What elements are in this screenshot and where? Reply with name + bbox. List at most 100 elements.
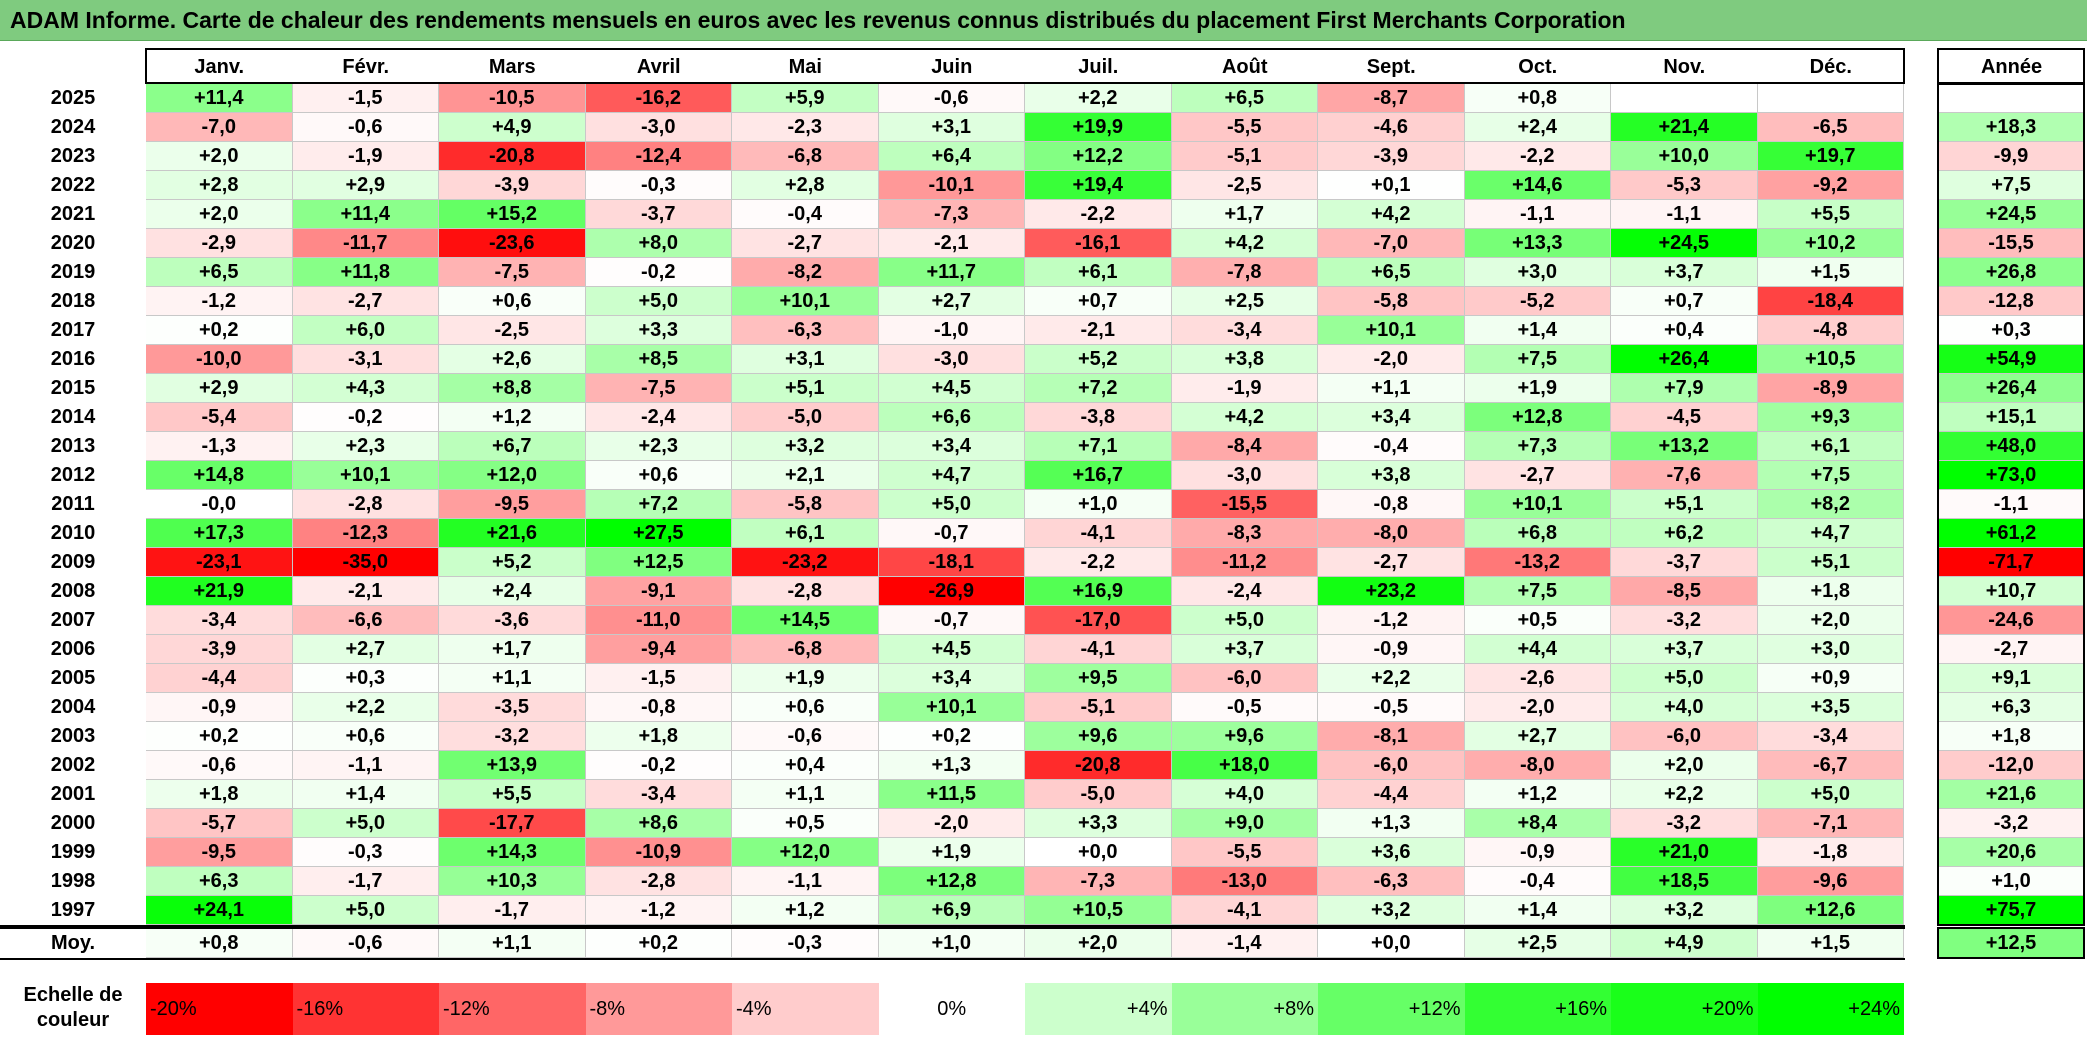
heatmap-cell: +5,2 <box>1025 345 1172 374</box>
heatmap-cell: +3,0 <box>1757 635 1904 664</box>
heatmap-cell: +2,2 <box>1025 84 1172 113</box>
year-label: 2018 <box>50 290 96 312</box>
heatmap-cell: +19,7 <box>1757 142 1904 171</box>
heatmap-cell: -7,1 <box>1757 809 1904 838</box>
heatmap-cell: +21,6 <box>439 519 586 548</box>
scale-label: Echelle de couleur <box>23 984 123 1031</box>
heatmap-cell: +1,8 <box>1757 577 1904 606</box>
heatmap-cell: +4,2 <box>1318 200 1465 229</box>
heatmap-cell: +4,2 <box>1171 229 1318 258</box>
heatmap-cell: -3,1 <box>292 345 439 374</box>
annual-cell: +75,7 <box>1939 896 2084 925</box>
heatmap-cell: -3,6 <box>439 606 586 635</box>
heatmap-cell: +3,4 <box>878 432 1025 461</box>
heatmap-cell: -4,8 <box>1757 316 1904 345</box>
heatmap-cell: -6,0 <box>1611 722 1758 751</box>
heatmap-cell: -20,8 <box>1025 751 1172 780</box>
heatmap-cell: +3,5 <box>1757 693 1904 722</box>
annual-cell: -1,1 <box>1939 490 2084 519</box>
heatmap-cell: +0,4 <box>732 751 879 780</box>
heatmap-cell <box>1611 84 1758 113</box>
heatmap-cell: +4,0 <box>1611 693 1758 722</box>
year-label: 2014 <box>50 406 96 428</box>
month-header: Déc. <box>1809 55 1852 78</box>
heatmap-cell: -0,6 <box>146 751 293 780</box>
heatmap-cell: -3,5 <box>439 693 586 722</box>
month-header: Sept. <box>1366 55 1416 78</box>
heatmap-cell: +2,9 <box>146 374 293 403</box>
heatmap-cell: -10,1 <box>878 171 1025 200</box>
heatmap-cell: +14,8 <box>146 461 293 490</box>
heatmap-cell: -0,5 <box>1171 693 1318 722</box>
heatmap-cell: -0,7 <box>878 519 1025 548</box>
heatmap-cell: +16,7 <box>1025 461 1172 490</box>
heatmap-cell: +0,4 <box>1611 316 1758 345</box>
annual-cell: +7,5 <box>1939 171 2084 200</box>
heatmap-cell: -3,7 <box>585 200 732 229</box>
annual-cell: +10,7 <box>1939 577 2084 606</box>
heatmap-cell: +0,5 <box>1464 606 1611 635</box>
heatmap-cell: -1,5 <box>585 664 732 693</box>
heatmap-cell: -0,9 <box>1464 838 1611 867</box>
heatmap-cell: +3,7 <box>1171 635 1318 664</box>
heatmap-cell: -4,1 <box>1025 519 1172 548</box>
heatmap-cell: -3,4 <box>1757 722 1904 751</box>
heatmap-cell: -7,3 <box>878 200 1025 229</box>
heatmap-cell: -8,0 <box>1464 751 1611 780</box>
heatmap-cell: -5,4 <box>146 403 293 432</box>
average-cell: +1,0 <box>878 929 1025 958</box>
heatmap-cell: +15,2 <box>439 200 586 229</box>
heatmap-cell: -1,5 <box>292 84 439 113</box>
heatmap-cell: +9,0 <box>1171 809 1318 838</box>
month-header: Août <box>1221 55 1268 78</box>
heatmap-cell: -6,3 <box>732 316 879 345</box>
heatmap-cell: -16,2 <box>585 84 732 113</box>
heatmap-cell: -3,2 <box>1611 606 1758 635</box>
heatmap-cell: -3,7 <box>1611 548 1758 577</box>
year-label: 2023 <box>50 145 96 167</box>
heatmap-cell: -2,8 <box>732 577 879 606</box>
heatmap-cell: -2,1 <box>878 229 1025 258</box>
heatmap-cell: -2,6 <box>1464 664 1611 693</box>
heatmap-cell: -5,8 <box>732 490 879 519</box>
heatmap-cell: +4,3 <box>292 374 439 403</box>
annual-cell: +48,0 <box>1939 432 2084 461</box>
heatmap-cell: +8,6 <box>585 809 732 838</box>
heatmap-cell: -12,3 <box>292 519 439 548</box>
heatmap-cell: -4,6 <box>1318 113 1465 142</box>
heatmap-cell: -2,3 <box>732 113 879 142</box>
heatmap-cell: +3,2 <box>1611 896 1758 925</box>
year-label: 2007 <box>50 609 96 631</box>
year-label: 2008 <box>50 580 96 602</box>
heatmap-cell: +14,3 <box>439 838 586 867</box>
scale-step: +16% <box>1464 983 1611 1035</box>
heatmap-cell: +0,9 <box>1757 664 1904 693</box>
heatmap-cell: +6,4 <box>878 142 1025 171</box>
heatmap-cell: -2,9 <box>146 229 293 258</box>
heatmap-cell: -3,2 <box>1611 809 1758 838</box>
heatmap-cell: +2,0 <box>146 200 293 229</box>
heatmap-cell: +1,2 <box>439 403 586 432</box>
heatmap-cell: -9,4 <box>585 635 732 664</box>
heatmap-cell: +10,1 <box>1464 490 1611 519</box>
heatmap-cell: +6,1 <box>732 519 879 548</box>
annual-cell: -15,5 <box>1939 229 2084 258</box>
heatmap-cell: +5,0 <box>292 809 439 838</box>
heatmap-cell: -8,2 <box>732 258 879 287</box>
month-header: Nov. <box>1663 55 1706 78</box>
annual-cell: +61,2 <box>1939 519 2084 548</box>
heatmap-cell: -3,9 <box>1318 142 1465 171</box>
heatmap-cell: -0,2 <box>585 258 732 287</box>
heatmap-cell: -9,5 <box>146 838 293 867</box>
annual-cell: -3,2 <box>1939 809 2084 838</box>
year-label: 2010 <box>50 522 96 544</box>
heatmap-cell: +12,5 <box>585 548 732 577</box>
heatmap-cell: +8,0 <box>585 229 732 258</box>
heatmap-cell: +1,4 <box>1464 896 1611 925</box>
heatmap-cell: +12,8 <box>1464 403 1611 432</box>
heatmap-cell: -23,1 <box>146 548 293 577</box>
heatmap-cell: +6,6 <box>878 403 1025 432</box>
heatmap-cell: +1,5 <box>1757 258 1904 287</box>
scale-step: +12% <box>1318 983 1465 1035</box>
heatmap-cell: -11,7 <box>292 229 439 258</box>
